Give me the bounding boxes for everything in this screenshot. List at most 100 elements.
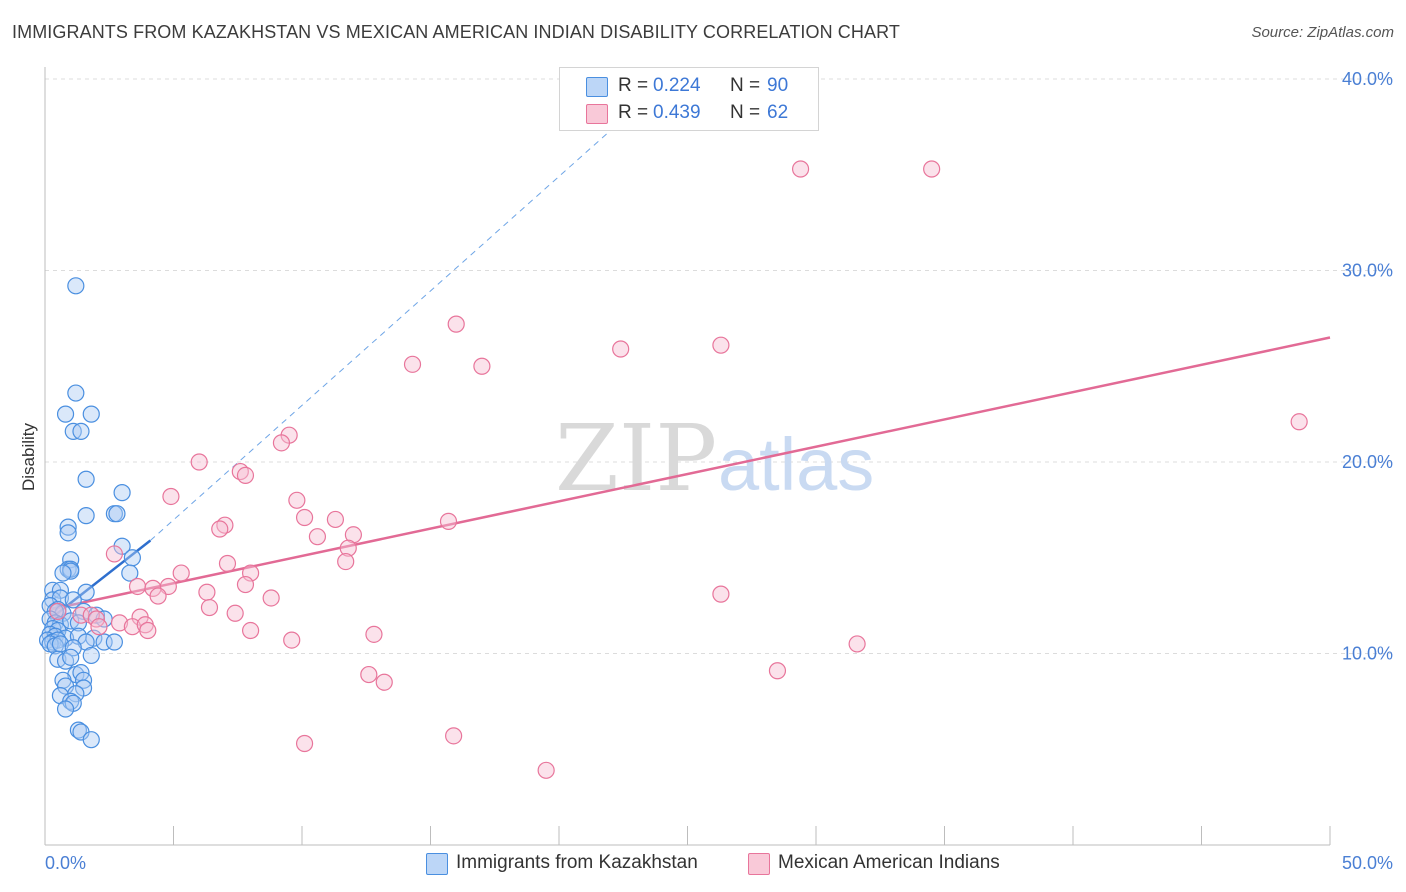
kazakhstan-trend-extension [150, 107, 637, 541]
kazakhstan-point [77, 470, 95, 488]
legend-n-value: 90 [767, 75, 789, 96]
legend-n-label: N = [730, 102, 761, 123]
mexican-american-indian-point [236, 466, 255, 485]
series-swatch-blue [426, 853, 448, 875]
mexican-american-indian-point [712, 585, 730, 603]
mexican-american-indian-point [162, 487, 180, 506]
mexican-american-indian-point [242, 621, 260, 640]
mexican-american-indian-point [128, 577, 147, 596]
mexican-american-indian-point [49, 602, 67, 620]
mexican-american-indian-point [537, 761, 555, 779]
mexican-american-indian-point [139, 621, 157, 640]
kazakhstan-point [82, 405, 100, 423]
mexican-american-indian-point [262, 589, 280, 607]
mexican-american-indian-point [337, 552, 355, 571]
watermark: ZIP atlas [555, 405, 874, 512]
mexican-american-indian-point [339, 539, 357, 557]
kazakhstan-point [108, 505, 126, 523]
mexican-american-indian-point [236, 575, 255, 594]
mexican-american-indian-point [211, 520, 229, 538]
axes [44, 67, 1331, 846]
mexican-american-indian-point [791, 160, 810, 178]
axis-labels: 10.0% 20.0% 30.0% 40.0% 0.0% 50.0% [45, 69, 1393, 873]
mexican-american-indian-point [110, 614, 129, 632]
mexican-american-indian-point [848, 635, 866, 653]
y-tick-label: 40.0% [1342, 69, 1393, 89]
kazakhstan-point [105, 633, 123, 651]
mexican-american-indian-point [149, 587, 167, 605]
legend-r-label: R = [618, 102, 649, 123]
mexican-american-indian-trend-line [49, 336, 1331, 611]
series-name-blue: Immigrants from Kazakhstan [456, 852, 698, 873]
mexican-american-indian-point [473, 357, 491, 375]
mexican-american-indian-point [288, 491, 306, 509]
kazakhstan-point [59, 518, 77, 536]
kazakhstan-point [67, 384, 85, 402]
kazakhstan-point [67, 277, 85, 295]
kazakhstan-point [123, 549, 141, 567]
mexican-american-indian-point [272, 434, 291, 452]
mexican-american-indian-point [768, 662, 787, 680]
mexican-american-indian-point [198, 583, 216, 601]
watermark-atlas: atlas [718, 423, 874, 506]
mexican-american-indian-point [403, 355, 422, 373]
kazakhstan-point [59, 524, 77, 542]
mexican-american-indian-point [295, 734, 314, 753]
kazakhstan-point [56, 405, 75, 423]
mexican-american-indian-point [105, 545, 123, 563]
kazakhstan-point [113, 484, 131, 502]
legend-r-value: 0.439 [653, 102, 701, 123]
kazakhstan-point [64, 639, 82, 657]
data-points [38, 160, 1308, 779]
mexican-american-indian-point [612, 340, 630, 358]
mexican-american-indian-point [200, 598, 219, 617]
x-tick-label: 50.0% [1342, 853, 1393, 873]
y-tick-label: 30.0% [1342, 261, 1393, 281]
mexican-american-indian-point [218, 554, 237, 573]
mexican-american-indian-point [439, 512, 458, 530]
kazakhstan-point [69, 721, 88, 739]
mexican-american-indian-point [172, 564, 190, 582]
mexican-american-indian-point [190, 453, 208, 471]
kazakhstan-point [56, 700, 75, 718]
mexican-american-indian-point [308, 528, 327, 546]
chart-title: IMMIGRANTS FROM KAZAKHSTAN VS MEXICAN AM… [12, 22, 900, 42]
x-tick-label: 0.0% [45, 853, 86, 873]
kazakhstan-point [62, 648, 80, 666]
mexican-american-indian-point [445, 727, 463, 745]
kazakhstan-point [121, 564, 139, 582]
y-tick-label: 10.0% [1342, 644, 1393, 664]
source-label: Source: ZipAtlas.com [1251, 24, 1394, 41]
y-axis-label: Disability [19, 422, 38, 491]
watermark-zip: ZIP [555, 405, 717, 512]
legend-n-value: 62 [767, 102, 789, 123]
kazakhstan-point [77, 583, 95, 601]
mexican-american-indian-point [365, 625, 383, 643]
legend-swatch-blue [586, 77, 608, 97]
mexican-american-indian-point [447, 315, 465, 333]
legend-n-label: N = [730, 75, 761, 96]
kazakhstan-point [82, 731, 100, 749]
mexican-american-indian-point [283, 631, 301, 649]
mexican-american-indian-point [295, 508, 314, 527]
gridlines [45, 78, 1392, 654]
mexican-american-indian-point [90, 618, 108, 636]
mexican-american-indian-point [712, 336, 730, 354]
correlation-legend: R = 0.224 N = 90 R = 0.439 N = 62 [559, 67, 819, 131]
kazakhstan-point [77, 507, 95, 525]
mexican-american-indian-point [375, 673, 393, 691]
y-tick-label: 20.0% [1342, 452, 1393, 472]
series-swatch-pink [748, 853, 770, 875]
mexican-american-indian-point [360, 665, 378, 684]
kazakhstan-point [64, 591, 82, 609]
series-name-pink: Mexican American Indians [778, 852, 1000, 873]
trend-lines [49, 107, 1331, 621]
mexican-american-indian-point [326, 510, 345, 529]
mexican-american-indian-point [923, 160, 941, 178]
legend-swatch-pink [586, 104, 608, 124]
mexican-american-indian-point [226, 604, 244, 622]
mexican-american-indian-point [1290, 413, 1308, 431]
kazakhstan-point [72, 422, 90, 440]
legend-r-value: 0.224 [653, 75, 701, 96]
